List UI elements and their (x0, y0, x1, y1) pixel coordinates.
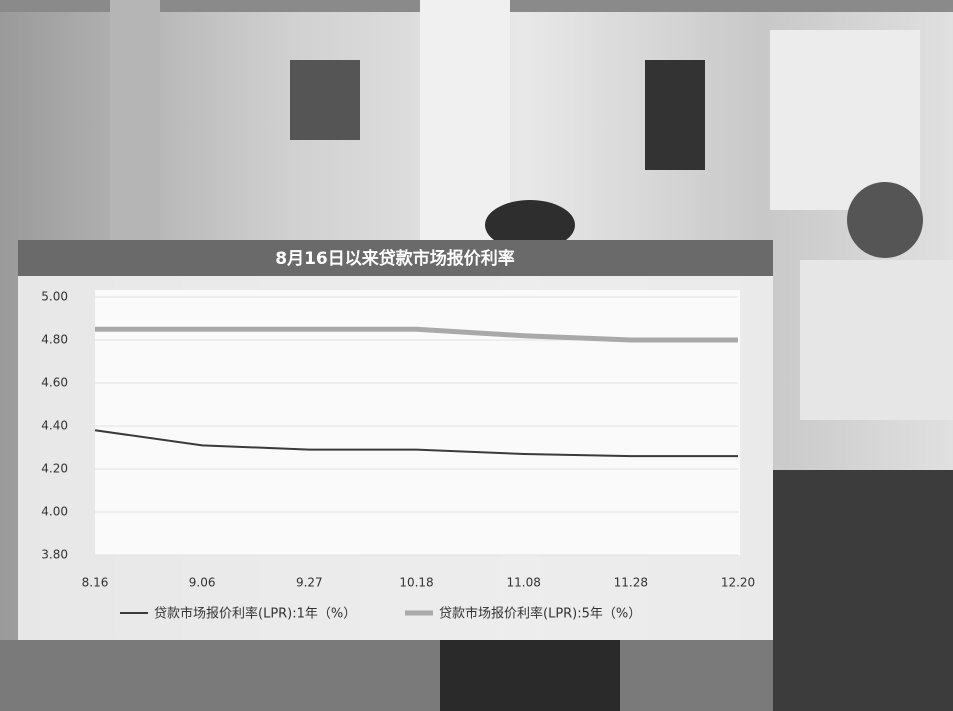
x-tick-label: 9.06 (189, 576, 216, 590)
legend-label: 贷款市场报价利率(LPR):5年（%） (439, 606, 641, 622)
y-tick-label: 4.40 (41, 419, 68, 433)
x-tick-label: 8.16 (82, 576, 109, 590)
x-tick-label: 10.18 (399, 576, 433, 590)
y-tick-label: 4.20 (41, 462, 68, 476)
plot-area (95, 290, 740, 555)
y-tick-label: 4.80 (41, 333, 68, 347)
series-line (94, 429, 738, 458)
chart-title: 8月16日以来贷款市场报价利率 (275, 248, 515, 269)
x-tick-label: 11.28 (614, 576, 648, 590)
x-tick-label: 11.08 (506, 576, 540, 590)
series-line (95, 326, 738, 343)
x-tick-label: 9.27 (296, 576, 323, 590)
y-tick-label: 3.80 (41, 548, 68, 562)
title-bar (18, 240, 773, 276)
x-tick-label: 12.20 (721, 576, 755, 590)
y-tick-label: 5.00 (41, 290, 68, 304)
y-tick-label: 4.00 (41, 505, 68, 519)
legend-label: 贷款市场报价利率(LPR):1年（%） (154, 606, 356, 622)
y-tick-label: 4.60 (41, 376, 68, 390)
